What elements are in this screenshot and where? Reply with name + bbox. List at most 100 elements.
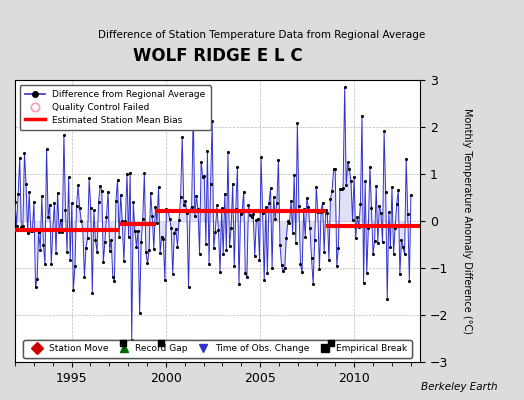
- Point: [391, 224, 399, 231]
- Point: [255, 256, 264, 263]
- Point: [211, 228, 220, 235]
- Point: [319, 199, 327, 206]
- Point: [232, 206, 240, 212]
- Point: [304, 204, 313, 210]
- Point: [94, 198, 103, 205]
- Point: [298, 269, 306, 275]
- Point: [405, 278, 413, 284]
- Point: [46, 202, 54, 208]
- Point: [309, 281, 318, 287]
- Point: [27, 228, 35, 234]
- Point: [97, 187, 106, 194]
- Point: [71, 263, 79, 269]
- Point: [383, 296, 391, 303]
- Point: [363, 270, 371, 277]
- Point: [330, 166, 338, 172]
- Point: [269, 194, 278, 200]
- Point: [296, 261, 304, 268]
- Point: [355, 224, 363, 230]
- Point: [123, 171, 131, 177]
- Point: [104, 189, 112, 195]
- Point: [214, 227, 223, 233]
- Point: [261, 204, 270, 210]
- Point: [260, 277, 268, 284]
- Point: [258, 210, 267, 217]
- Point: [110, 278, 118, 284]
- Point: [271, 216, 279, 222]
- Point: [252, 217, 260, 224]
- Point: [397, 237, 406, 243]
- Point: [243, 274, 251, 280]
- Point: [36, 246, 45, 253]
- Point: [293, 120, 301, 126]
- Point: [85, 175, 93, 182]
- Point: [118, 217, 126, 224]
- Point: [272, 199, 281, 206]
- Point: [320, 249, 329, 256]
- Point: [265, 200, 273, 206]
- Point: [192, 193, 201, 199]
- Point: [339, 185, 347, 192]
- Point: [19, 223, 27, 229]
- Point: [75, 205, 84, 212]
- Point: [42, 146, 51, 152]
- Point: [279, 268, 287, 274]
- Point: [25, 189, 34, 195]
- Point: [369, 251, 377, 258]
- Point: [328, 187, 336, 194]
- Point: [60, 132, 68, 138]
- Point: [31, 284, 40, 290]
- Point: [50, 200, 59, 206]
- Point: [315, 266, 324, 273]
- Point: [72, 202, 81, 209]
- Point: [216, 269, 224, 276]
- Point: [102, 214, 111, 220]
- Point: [55, 228, 63, 235]
- Point: [124, 234, 133, 240]
- Point: [224, 149, 232, 155]
- Point: [91, 236, 100, 243]
- Point: [158, 234, 166, 240]
- Point: [352, 235, 360, 241]
- Point: [162, 206, 171, 212]
- Point: [195, 251, 204, 257]
- Point: [39, 241, 48, 248]
- Point: [396, 270, 404, 277]
- Point: [385, 209, 393, 215]
- Point: [170, 230, 179, 236]
- Point: [126, 170, 134, 176]
- Point: [361, 178, 369, 184]
- Point: [378, 239, 387, 245]
- Point: [222, 247, 231, 253]
- Point: [206, 181, 215, 188]
- Point: [326, 196, 335, 203]
- Point: [236, 210, 245, 217]
- Point: [119, 258, 128, 264]
- Point: [180, 202, 188, 208]
- Point: [308, 255, 316, 261]
- Point: [77, 218, 85, 224]
- Point: [74, 182, 82, 188]
- Point: [105, 248, 114, 254]
- Point: [213, 202, 221, 209]
- Point: [276, 242, 284, 248]
- Point: [175, 217, 183, 224]
- Point: [61, 206, 70, 213]
- Point: [66, 256, 74, 263]
- Point: [178, 134, 187, 140]
- Point: [22, 181, 30, 188]
- Point: [341, 84, 349, 91]
- Point: [143, 260, 151, 266]
- Point: [238, 208, 246, 215]
- Point: [367, 205, 376, 211]
- Point: [287, 198, 295, 204]
- Point: [199, 174, 207, 180]
- Point: [113, 177, 122, 183]
- Point: [241, 270, 249, 276]
- Point: [197, 158, 205, 165]
- Point: [35, 229, 43, 235]
- Point: [283, 218, 292, 224]
- Point: [52, 250, 60, 256]
- Point: [161, 277, 169, 284]
- Point: [68, 200, 76, 206]
